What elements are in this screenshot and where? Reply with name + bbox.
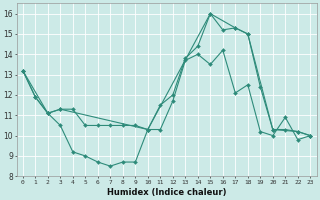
- X-axis label: Humidex (Indice chaleur): Humidex (Indice chaleur): [107, 188, 226, 197]
